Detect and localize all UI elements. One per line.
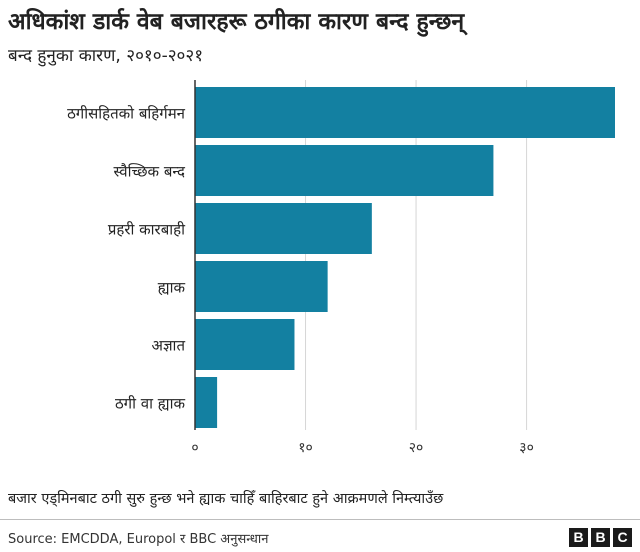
footer-divider — [0, 519, 640, 520]
bbc-logo-letter-1: B — [569, 528, 588, 547]
bbc-logo-letter-3: C — [613, 528, 632, 547]
bar-0 — [195, 87, 615, 138]
category-label-3: ह्याक — [158, 279, 186, 297]
source-text: Source: EMCDDA, Europol र BBC अनुसन्धान — [8, 532, 269, 547]
bar-2 — [195, 203, 372, 254]
x-tick-label-0: ० — [191, 440, 198, 456]
category-label-5: ठगी वा ह्याक — [115, 395, 185, 413]
category-label-4: अज्ञात — [151, 337, 185, 355]
x-tick-label-2: २० — [409, 440, 424, 456]
bar-chart: ठगीसहितको बहिर्गमन स्वैच्छिक बन्द प्रहरी क… — [67, 80, 615, 456]
bar-1 — [195, 145, 494, 196]
category-label-0: ठगीसहितको बहिर्गमन — [67, 105, 186, 123]
bar-4 — [195, 319, 295, 370]
category-label-2: प्रहरी कारबाही — [108, 221, 186, 239]
bbc-logo: B B C — [569, 528, 632, 547]
bar-5 — [195, 377, 218, 428]
x-tick-label-3: ३० — [519, 440, 534, 456]
category-label-1: स्वैच्छिक बन्द — [113, 163, 186, 181]
chart-subtitle: बन्द हुनुका कारण, २०१०-२०२१ — [8, 46, 204, 66]
chart-title: अधिकांश डार्क वेब बजारहरू ठगीका कारण बन्… — [8, 9, 465, 35]
bbc-logo-letter-2: B — [591, 528, 610, 547]
chart-note: बजार एड्मिनबाट ठगी सुरु हुन्छ भने ह्याक … — [8, 491, 444, 507]
bar-3 — [195, 261, 328, 312]
x-tick-label-1: १० — [298, 440, 313, 456]
